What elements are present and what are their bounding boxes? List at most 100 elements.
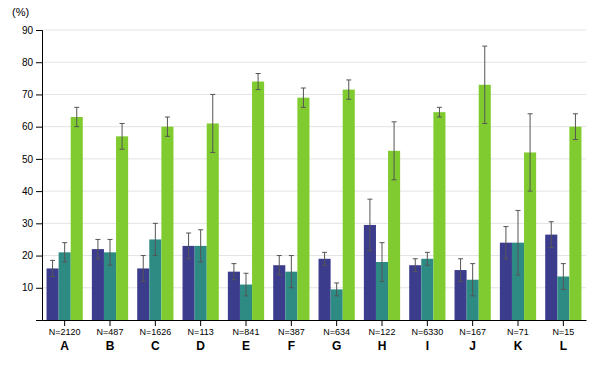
error-bar bbox=[95, 239, 100, 258]
x-tick: N=387F bbox=[278, 320, 305, 353]
y-tick-label: 60 bbox=[22, 121, 34, 132]
error-bar bbox=[334, 283, 339, 296]
x-tick-mark bbox=[291, 320, 292, 326]
x-tick: N=2120 A bbox=[49, 320, 81, 353]
error-bar bbox=[289, 256, 294, 288]
category-label: G bbox=[332, 339, 341, 353]
y-tick-label: 90 bbox=[22, 25, 34, 36]
error-bar bbox=[528, 114, 533, 191]
error-bar bbox=[482, 46, 487, 123]
error-bar bbox=[573, 114, 578, 140]
x-tick-mark bbox=[563, 320, 564, 326]
x-tick: N=71K bbox=[507, 320, 529, 353]
category-label: E bbox=[242, 339, 250, 353]
x-axis-line bbox=[43, 320, 587, 321]
chart: 102030405060708090(%)N=2120AN=487BN=1626… bbox=[0, 0, 600, 370]
error-bar bbox=[277, 256, 282, 275]
category-label: B bbox=[106, 339, 115, 353]
bar bbox=[409, 265, 421, 320]
error-bar bbox=[186, 233, 191, 259]
category-label: F bbox=[288, 339, 295, 353]
n-label: N=2120 bbox=[49, 327, 81, 337]
error-bar bbox=[367, 199, 372, 251]
x-tick-mark bbox=[427, 320, 428, 326]
y-tick-label: 10 bbox=[22, 282, 34, 293]
x-tick: N=15 L bbox=[552, 320, 574, 353]
error-bar bbox=[437, 107, 442, 117]
y-axis-label: (%) bbox=[12, 6, 29, 18]
error-bar bbox=[62, 243, 67, 262]
y-tick-label: 40 bbox=[22, 186, 34, 197]
category-label: K bbox=[514, 339, 523, 353]
n-label: N=113 bbox=[188, 327, 214, 337]
x-tick: N=841 E bbox=[233, 320, 260, 353]
error-bar bbox=[549, 222, 554, 248]
x-tick: N=487 B bbox=[97, 320, 124, 353]
n-label: N=15 bbox=[552, 327, 574, 337]
error-bar bbox=[120, 123, 125, 149]
error-bar bbox=[425, 252, 430, 265]
error-bar bbox=[256, 74, 261, 90]
category-label: D bbox=[196, 339, 205, 353]
error-bar bbox=[165, 117, 170, 136]
y-tick: 10 bbox=[22, 282, 42, 293]
category-label: J bbox=[469, 339, 476, 353]
y-tick-mark bbox=[36, 223, 42, 224]
grid-line bbox=[42, 126, 586, 127]
x-tick-mark bbox=[246, 320, 247, 326]
y-tick-mark bbox=[36, 159, 42, 160]
x-tick: N=113 D bbox=[188, 320, 214, 353]
y-tick: 30 bbox=[22, 218, 42, 229]
bar bbox=[319, 259, 331, 320]
series bbox=[59, 210, 570, 320]
error-bar bbox=[413, 259, 418, 272]
n-label: N=6330 bbox=[411, 327, 443, 337]
error-bar bbox=[153, 223, 158, 255]
error-bar bbox=[301, 88, 306, 107]
error-bar bbox=[380, 243, 385, 282]
grid-line bbox=[42, 62, 586, 63]
category-label: C bbox=[151, 339, 160, 353]
error-bar bbox=[516, 210, 521, 274]
y-tick-label: 30 bbox=[22, 218, 34, 229]
error-bar bbox=[561, 264, 566, 290]
x-tick: N=634 G bbox=[323, 320, 350, 353]
bar bbox=[569, 127, 581, 320]
y-tick: 60 bbox=[22, 121, 42, 132]
y-tick-mark bbox=[36, 288, 42, 289]
y-tick: 80 bbox=[22, 57, 42, 68]
y-tick-mark bbox=[36, 94, 42, 95]
x-tick-mark bbox=[64, 320, 65, 326]
category-label: A bbox=[60, 339, 69, 353]
y-tick: 50 bbox=[22, 154, 42, 165]
x-tick-mark bbox=[472, 320, 473, 326]
series bbox=[71, 46, 582, 320]
error-bar bbox=[108, 239, 113, 265]
x-tick-mark bbox=[200, 320, 201, 326]
error-bar bbox=[346, 80, 351, 99]
y-axis: 102030405060708090 bbox=[22, 25, 43, 321]
y-tick-mark bbox=[36, 62, 42, 63]
n-label: N=841 bbox=[233, 327, 260, 337]
category-label: L bbox=[560, 339, 567, 353]
bar bbox=[421, 259, 433, 320]
y-tick: 90 bbox=[22, 25, 42, 36]
y-tick-mark bbox=[36, 30, 42, 31]
n-label: N=487 bbox=[97, 327, 124, 337]
x-axis: N=2120AN=487BN=1626CN=113DN=841EN=387FN=… bbox=[43, 320, 587, 353]
n-label: N=634 bbox=[323, 327, 350, 337]
error-bar bbox=[141, 256, 146, 282]
plot-area bbox=[47, 46, 582, 320]
bar bbox=[71, 117, 83, 320]
x-tick-mark bbox=[518, 320, 519, 326]
x-tick: N=6330I bbox=[411, 320, 443, 353]
y-tick-label: 20 bbox=[22, 250, 34, 261]
y-tick: 40 bbox=[22, 186, 42, 197]
x-tick-mark bbox=[382, 320, 383, 326]
y-tick-mark bbox=[36, 127, 42, 128]
y-axis-line bbox=[36, 31, 43, 321]
error-bar bbox=[50, 260, 55, 276]
error-bar bbox=[198, 230, 203, 262]
error-bar bbox=[244, 273, 249, 296]
n-label: N=122 bbox=[369, 327, 396, 337]
